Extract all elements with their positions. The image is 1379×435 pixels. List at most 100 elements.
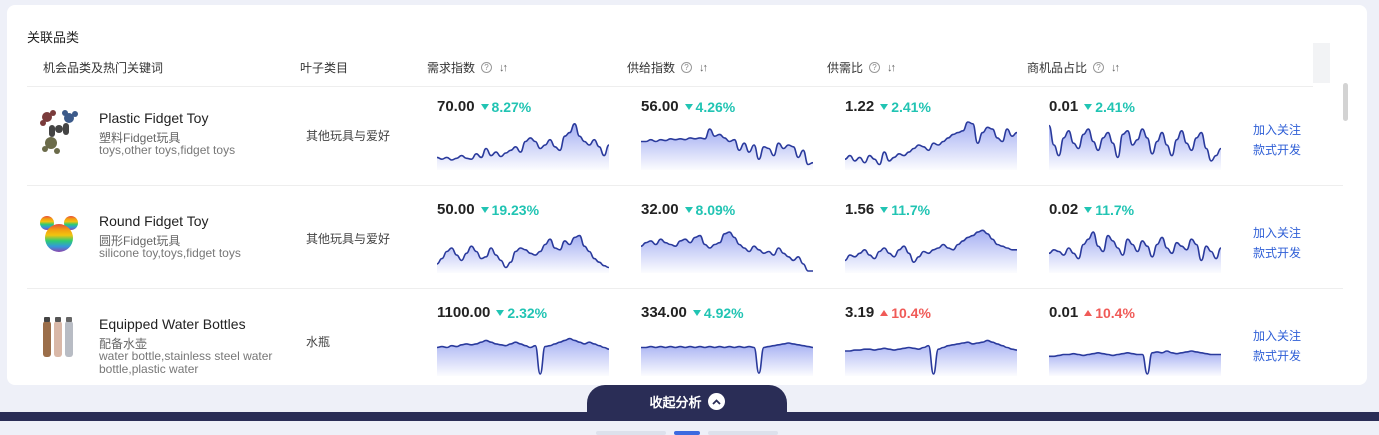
product-thumbnail[interactable] — [39, 109, 79, 155]
sparkline — [1049, 231, 1221, 273]
metric-change: 11.7% — [880, 202, 930, 218]
sort-icon[interactable]: ↓↑ — [499, 61, 508, 74]
product-keywords: silicone toy,toys,fidget toys — [99, 247, 241, 260]
help-icon[interactable]: ? — [869, 62, 881, 73]
col-opportunity[interactable]: 商机品占比 ? ↓↑ — [1027, 61, 1120, 75]
sparkline-line — [641, 342, 813, 374]
metric-value: 70.00 — [437, 98, 475, 115]
sparkline-area — [641, 129, 813, 170]
sparkline-area — [1049, 232, 1221, 273]
sparkline — [1049, 350, 1221, 376]
metric-value: 32.00 — [641, 201, 679, 218]
sort-icon[interactable]: ↓↑ — [1111, 61, 1120, 74]
pager-segment-active[interactable] — [674, 431, 700, 435]
follow-link[interactable]: 加入关注 — [1253, 226, 1302, 240]
leaf-category: 其他玩具与爱好 — [306, 129, 391, 143]
follow-link[interactable]: 加入关注 — [1253, 329, 1302, 343]
sparkline-area — [437, 338, 609, 376]
metric-value: 0.02 — [1049, 201, 1079, 218]
product-keywords: toys,other toys,fidget toys — [99, 144, 236, 157]
supply-index-cell: 334.00 4.92% — [641, 304, 813, 384]
product-thumbnail[interactable] — [39, 212, 79, 258]
metric-value: 1100.00 — [437, 304, 491, 321]
metric-value: 3.19 — [845, 304, 875, 321]
develop-link[interactable]: 款式开发 — [1253, 143, 1302, 157]
sparkline — [641, 342, 813, 376]
metric-change: 11.7% — [1084, 202, 1134, 218]
demand-index-cell: 50.00 19.23% — [437, 201, 609, 281]
sparkline-line — [641, 231, 813, 272]
metric-value: 334.00 — [641, 304, 687, 321]
sparkline-area — [641, 343, 813, 376]
sparkline-area — [1049, 351, 1221, 376]
sparkline-area — [437, 235, 609, 273]
sparkline — [641, 231, 813, 273]
help-icon[interactable]: ? — [681, 62, 693, 73]
metric-change: 8.27% — [480, 99, 531, 115]
metric-value: 1.56 — [845, 201, 875, 218]
metric-change: 10.4% — [880, 305, 931, 321]
product-name-cn: 圆形Fidget玩具 — [99, 234, 181, 248]
sparkline-line — [1049, 124, 1221, 162]
header-scroll-gutter — [1313, 43, 1330, 83]
product-name[interactable]: Round Fidget Toy — [99, 213, 209, 229]
sparkline-line — [1049, 350, 1221, 375]
col-demand[interactable]: 需求指数 ? ↓↑ — [427, 61, 508, 75]
metric-value: 1.22 — [845, 98, 875, 115]
chevron-up-icon — [707, 393, 725, 410]
table-row: Equipped Water Bottles 配备水壶 water bottle,s… — [27, 289, 1343, 376]
table-row: Plastic Fidget Toy 塑料Fidget玩具 toys,other t… — [27, 83, 1343, 186]
sparkline — [845, 229, 1017, 273]
sparkline-line — [1049, 231, 1221, 262]
sparkline-line — [437, 234, 609, 269]
trend-down-icon — [1084, 206, 1093, 213]
product-name-cn: 塑料Fidget玩具 — [99, 131, 181, 145]
develop-link[interactable]: 款式开发 — [1253, 349, 1302, 363]
metric-change: 4.26% — [684, 99, 735, 115]
product-thumbnail[interactable] — [39, 315, 79, 361]
sparkline — [641, 128, 813, 170]
vertical-scrollbar[interactable] — [1343, 83, 1348, 121]
metric-change: 19.23% — [480, 202, 539, 218]
sparkline — [437, 337, 609, 376]
product-name[interactable]: Plastic Fidget Toy — [99, 110, 209, 126]
metric-change: 8.09% — [684, 202, 735, 218]
pager-segment[interactable] — [708, 431, 778, 435]
metric-value: 0.01 — [1049, 304, 1079, 321]
opportunity-share-cell: 0.02 11.7% — [1049, 201, 1221, 281]
trend-up-icon — [1084, 309, 1093, 316]
bottom-strip — [0, 421, 1379, 435]
sort-icon[interactable]: ↓↑ — [887, 61, 896, 74]
col-supply[interactable]: 供给指数 ? ↓↑ — [627, 61, 708, 75]
trend-down-icon — [496, 309, 505, 316]
collapse-analysis-button[interactable]: 收起分析 — [587, 385, 787, 418]
develop-link[interactable]: 款式开发 — [1253, 246, 1302, 260]
help-icon[interactable]: ? — [481, 62, 493, 73]
product-name[interactable]: Equipped Water Bottles — [99, 316, 246, 332]
col-ratio[interactable]: 供需比 ? ↓↑ — [827, 61, 896, 75]
section-title: 关联品类 — [27, 30, 80, 45]
metric-change: 2.32% — [496, 305, 547, 321]
leaf-category: 水瓶 — [306, 335, 331, 349]
help-icon[interactable]: ? — [1093, 62, 1105, 73]
sparkline-line — [845, 339, 1017, 375]
trend-down-icon — [880, 206, 889, 213]
trend-down-icon — [480, 103, 489, 110]
leaf-category: 其他玩具与爱好 — [306, 232, 391, 246]
sparkline-line — [845, 121, 1017, 166]
trend-up-icon — [880, 309, 889, 316]
trend-down-icon — [684, 103, 693, 110]
sparkline — [437, 122, 609, 170]
metric-change: 10.4% — [1084, 305, 1135, 321]
pager-segment[interactable] — [596, 431, 666, 435]
sparkline — [1049, 124, 1221, 170]
table-header: 机会品类及热门关键词 叶子类目 需求指数 ? ↓↑ 供给指数 ? ↓↑ 供需比 … — [27, 49, 1313, 87]
demand-index-cell: 70.00 8.27% — [437, 98, 609, 178]
follow-link[interactable]: 加入关注 — [1253, 123, 1302, 137]
trend-down-icon — [1084, 103, 1093, 110]
related-categories-card: 关联品类 机会品类及热门关键词 叶子类目 需求指数 ? ↓↑ 供给指数 ? ↓↑… — [7, 5, 1367, 385]
sparkline-line — [845, 229, 1017, 264]
collapse-label: 收起分析 — [649, 395, 702, 410]
sort-icon[interactable]: ↓↑ — [699, 61, 708, 74]
col-leaf: 叶子类目 — [300, 61, 349, 75]
